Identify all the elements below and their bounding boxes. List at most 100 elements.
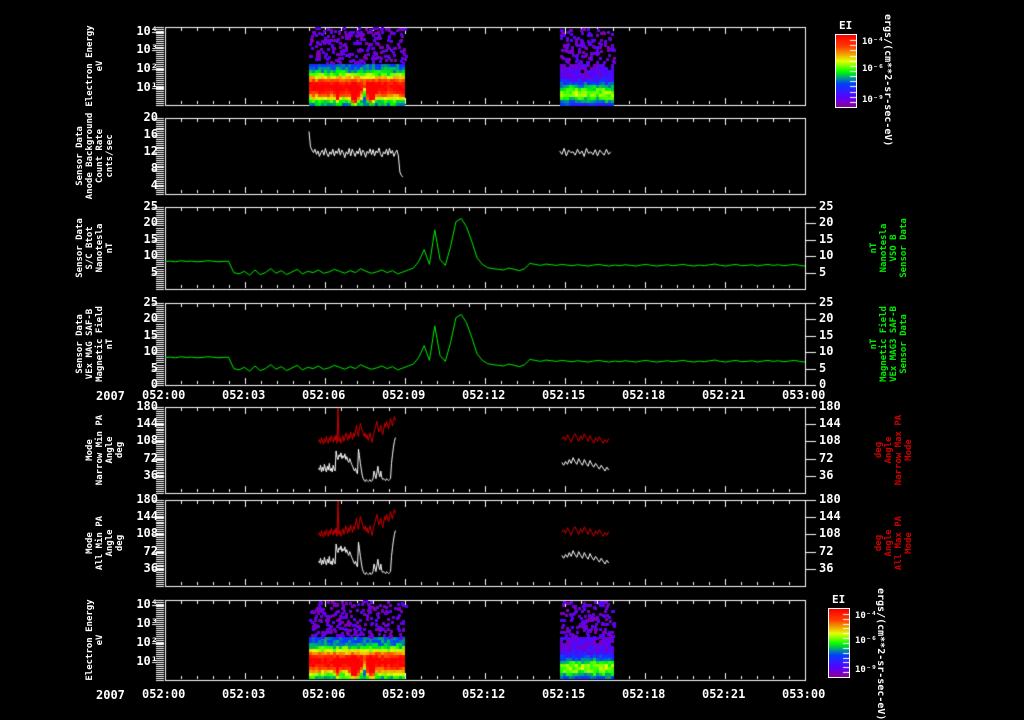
panel-label-right-narrow-max-pa-line-1: Narrow Max PA: [894, 414, 904, 486]
x-tick-label: 053:00: [782, 388, 826, 402]
panel-label-anode-background-line-3: cnts/sec: [105, 134, 115, 178]
colorbar-label: EI: [832, 593, 846, 606]
panel-label-right-narrow-max-pa-line-2: Angle: [884, 436, 894, 464]
y-tick-label-right: 144: [819, 509, 841, 524]
panel-label-right-vso-b-line-1: VSO B: [889, 234, 899, 262]
x-tick-label: 052:09: [382, 388, 426, 402]
y-tick-label-right: 108: [819, 433, 841, 448]
y-tick-label: 15: [143, 231, 158, 246]
year-label: 2007: [96, 389, 125, 403]
panel-label-right-vso-b-line-0: Sensor Data: [899, 218, 909, 278]
panel-label-vex-mag-line-0: Sensor Data: [75, 314, 85, 374]
x-tick-label: 052:06: [302, 687, 346, 701]
panel-label-all-min-pa-line-2: Angle: [105, 529, 115, 557]
x-tick-label: 052:12: [462, 687, 506, 701]
panel-label-anode-background-line-2: Count Rate: [95, 128, 105, 184]
y-tick-label-right: 5: [819, 360, 827, 375]
x-tick-label: 052:00: [142, 687, 186, 701]
y-tick-label: 8: [150, 160, 158, 175]
panel-label-right-vex-mag3-line-3: nT: [869, 338, 879, 350]
x-tick-label: 052:03: [222, 388, 266, 402]
panel-label-all-min-pa-line-1: All Min PA: [95, 515, 105, 571]
panel-label-right-vex-mag3-line-1: VEx MAG3 SAF-B: [889, 306, 899, 382]
y-tick-label-right: 15: [819, 327, 834, 342]
y-tick-label: 10³: [136, 616, 158, 630]
panel-label-right-narrow-max-pa-line-3: deg: [874, 441, 884, 459]
y-tick-label: 108: [136, 526, 158, 541]
y-tick-label-right: 5: [819, 264, 827, 279]
colorbar-tick-label: 10⁻⁴: [862, 37, 884, 48]
panel-label-all-min-pa-line-3: deg: [115, 534, 125, 552]
y-tick-label-right: 25: [819, 295, 834, 309]
panel-label-right-vex-mag3-line-2: Magnetic Field: [879, 306, 889, 382]
y-tick-label: 36: [143, 467, 158, 482]
y-tick-label: 25: [143, 199, 158, 213]
y-tick-label: 20: [143, 311, 158, 326]
colorbar-tick-label: 10⁻⁴: [855, 610, 877, 621]
x-tick-label: 052:15: [542, 687, 586, 701]
y-tick-label: 10²: [136, 61, 158, 76]
colorbar-bottom: [828, 608, 850, 678]
panel-label-anode-background-line-1: Anode Background: [85, 112, 95, 200]
y-tick-label: 108: [136, 433, 158, 448]
colorbar-units: ergs/(cm**2-sr-sec-eV): [882, 14, 893, 147]
panel-label-vex-mag-line-2: Magnetic Field: [95, 306, 105, 382]
panel-label-right-all-max-pa-line-3: deg: [874, 534, 884, 552]
x-tick-label: 052:21: [702, 687, 746, 701]
y-tick-label: 180: [136, 492, 158, 506]
panel-label-electron-energy-line-1: eV: [95, 60, 105, 72]
colorbar-tick-label: 10⁻⁹: [862, 94, 884, 105]
y-tick-label: 10: [143, 248, 158, 263]
panel-label-narrow-min-pa-line-0: Mode: [85, 439, 95, 461]
y-tick-label: 5: [150, 360, 158, 375]
panel-label-all-min-pa-line-0: Mode: [85, 532, 95, 554]
y-tick-label: 15: [143, 327, 158, 342]
y-tick-label-right: 0: [819, 377, 827, 391]
y-tick-label-right: 25: [819, 199, 834, 213]
panel-label-right-vso-b-line-2: Nanotesla: [879, 223, 889, 273]
y-tick-label-right: 72: [819, 450, 834, 465]
x-tick-label: 052:15: [542, 388, 586, 402]
panel-label-vex-mag-line-3: nT: [105, 338, 115, 350]
panel-label-sc-btot-line-2: Nanotesla: [95, 223, 105, 273]
y-tick-label: 10: [143, 344, 158, 359]
panel-label-right-vex-mag3-line-0: Sensor Data: [899, 314, 909, 374]
y-tick-label: 180: [136, 399, 158, 413]
x-tick-label: 052:18: [622, 687, 666, 701]
y-tick-label: 10³: [136, 42, 158, 57]
panel-label-right-narrow-max-pa-line-0: Mode: [904, 439, 914, 461]
y-tick-label: 25: [143, 295, 158, 309]
colorbar-tick-label: 10⁻⁶: [862, 64, 884, 74]
colorbar-tick-label: 10⁻⁶: [855, 636, 877, 646]
panel-label-narrow-min-pa-line-2: Angle: [105, 436, 115, 464]
panel-label-sc-btot-line-3: nT: [105, 242, 115, 254]
y-tick-label-right: 72: [819, 543, 834, 558]
x-tick-label: 052:00: [142, 388, 186, 402]
panel-label-right-vso-b-line-3: nT: [869, 242, 879, 254]
y-tick-label-right: 36: [819, 467, 834, 482]
panel-label-right-all-max-pa-line-2: Angle: [884, 529, 894, 557]
y-tick-label-right: 36: [819, 560, 834, 575]
y-tick-label: 144: [136, 509, 158, 524]
y-tick-label: 72: [143, 543, 158, 558]
y-tick-label: 12: [143, 143, 158, 158]
x-tick-label: 053:00: [782, 687, 826, 701]
panel-label-anode-background-line-0: Sensor Data: [75, 126, 85, 186]
colorbar-units: ergs/(cm**2-sr-sec-eV): [875, 588, 886, 720]
panel-label-electron-energy-bottom-line-0: Electron Energy: [85, 599, 95, 681]
colorbar-top: [835, 34, 857, 108]
year-label: 2007: [96, 688, 125, 702]
y-tick-label-right: 180: [819, 399, 841, 413]
y-tick-label-right: 10: [819, 248, 834, 263]
y-tick-label: 5: [150, 264, 158, 279]
y-tick-label-right: 108: [819, 526, 841, 541]
panel-label-electron-energy-line-0: Electron Energy: [85, 25, 95, 107]
y-tick-label: 0: [150, 377, 158, 391]
y-tick-label-right: 20: [819, 311, 834, 326]
y-tick-label: 4: [150, 177, 158, 192]
y-tick-label-right: 10: [819, 344, 834, 359]
y-tick-label-right: 20: [819, 215, 834, 230]
y-tick-label: 10⁴: [136, 23, 158, 38]
panel-label-right-all-max-pa-line-1: All Max PA: [894, 515, 904, 571]
